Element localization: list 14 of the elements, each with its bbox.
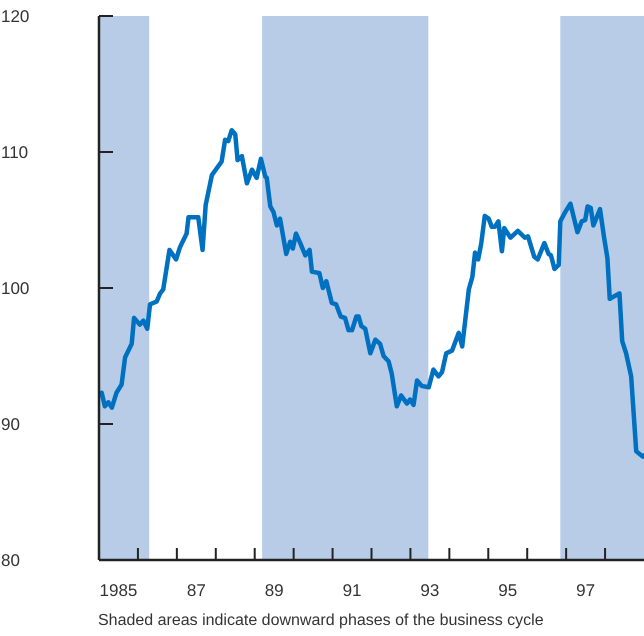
x-tick-label: 87 bbox=[186, 581, 206, 600]
text: Shaded areas indicate downward phases of the business cycle bbox=[98, 612, 544, 630]
x-tick-label: 91 bbox=[342, 581, 362, 600]
y-tick-label: 90 bbox=[1, 415, 20, 434]
x-tick-label: 89 bbox=[264, 581, 284, 600]
x-tick-label: 1985 bbox=[100, 581, 138, 600]
y-tick-label: 100 bbox=[1, 279, 30, 298]
y-tick-label: 110 bbox=[1, 143, 28, 162]
y-tick-label: 80 bbox=[1, 551, 20, 570]
x-tick-label: 97 bbox=[576, 581, 596, 600]
line-series bbox=[99, 128, 644, 459]
x-tick-label: 93 bbox=[420, 581, 440, 600]
y-tick-label: 120 bbox=[1, 7, 30, 26]
x-tick-label: 95 bbox=[498, 581, 518, 600]
